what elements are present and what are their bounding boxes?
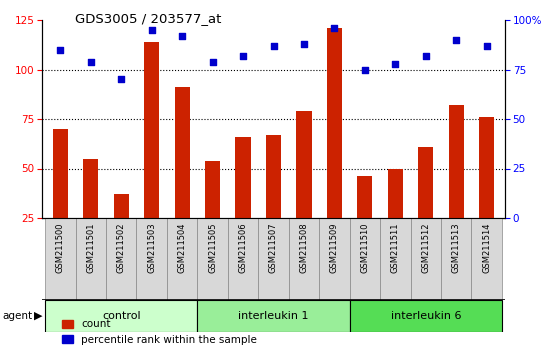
Text: GSM211508: GSM211508 [299,222,309,273]
Bar [410,218,441,300]
Point [239,53,248,58]
Bar [136,218,167,300]
Text: interleukin 6: interleukin 6 [390,311,461,321]
Point [117,76,125,82]
Bar [174,87,190,268]
Text: GSM211507: GSM211507 [269,222,278,273]
Bar [228,218,258,300]
Text: control: control [102,311,140,321]
Bar [53,129,68,268]
Bar [289,218,319,300]
Bar [197,218,228,300]
Bar [235,137,251,268]
Bar [205,161,220,268]
Bar [45,300,197,332]
Point [452,37,461,42]
Text: GSM211512: GSM211512 [421,222,430,273]
Bar [350,300,502,332]
Legend: count, percentile rank within the sample: count, percentile rank within the sample [58,315,261,349]
Bar [418,147,433,268]
Point [86,59,95,64]
Text: ▶: ▶ [34,311,42,321]
Point [391,61,400,67]
Text: GSM211509: GSM211509 [330,222,339,273]
Point [300,41,309,47]
Bar [266,135,281,268]
Point [147,27,156,33]
Point [56,47,65,52]
Bar [471,218,502,300]
Bar [327,28,342,268]
Bar [258,218,289,300]
Point [208,59,217,64]
Text: GSM211504: GSM211504 [178,222,186,273]
Text: GSM211514: GSM211514 [482,222,491,273]
Bar [388,169,403,268]
Point [269,43,278,48]
Text: GSM211506: GSM211506 [239,222,248,273]
Text: GSM211501: GSM211501 [86,222,95,273]
Bar [296,111,312,268]
Bar [449,105,464,268]
Bar [479,117,494,268]
Point [330,25,339,31]
Bar [441,218,471,300]
Bar [167,218,197,300]
Text: GSM211511: GSM211511 [391,222,400,273]
Point [421,53,430,58]
Text: interleukin 1: interleukin 1 [238,311,309,321]
Point [482,43,491,48]
Text: GSM211503: GSM211503 [147,222,156,273]
Text: GSM211510: GSM211510 [360,222,370,273]
Bar [144,42,159,268]
Bar [83,159,98,268]
Text: GSM211500: GSM211500 [56,222,65,273]
Bar [106,218,136,300]
Text: GSM211505: GSM211505 [208,222,217,273]
Bar [114,194,129,268]
Text: GSM211513: GSM211513 [452,222,461,273]
Bar [319,218,350,300]
Text: GDS3005 / 203577_at: GDS3005 / 203577_at [75,12,221,25]
Point [178,33,186,39]
Bar [358,176,372,268]
Bar [380,218,410,300]
Bar [197,300,350,332]
Text: agent: agent [3,311,33,321]
Point [360,67,369,72]
Bar [45,218,75,300]
Bar [350,218,380,300]
Text: GSM211502: GSM211502 [117,222,126,273]
Bar [75,218,106,300]
